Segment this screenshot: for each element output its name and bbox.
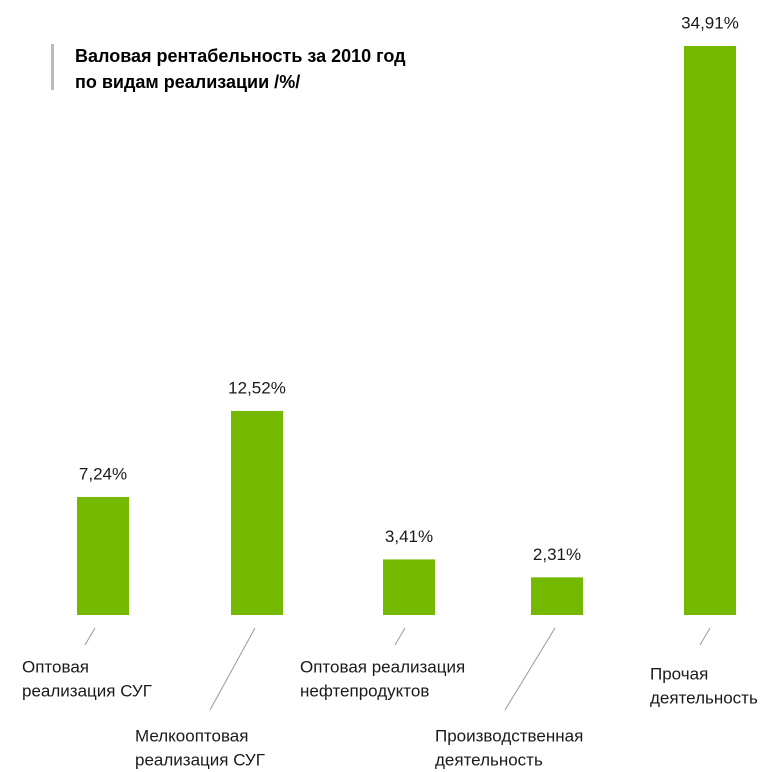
leader-line <box>699 627 711 646</box>
bar <box>231 410 283 615</box>
category-label: нефтепродуктов <box>300 681 429 700</box>
category-label: Производственная <box>435 726 583 745</box>
chart-title: по видам реализации /%/ <box>75 72 300 92</box>
category-label: деятельность <box>650 688 758 707</box>
bar <box>383 559 435 615</box>
bar <box>77 496 129 615</box>
category-label: реализация СУГ <box>22 681 152 700</box>
bar <box>531 577 583 615</box>
leader-line <box>394 627 406 646</box>
data-label: 12,52% <box>228 378 286 397</box>
category-label: Оптовая реализация <box>300 657 465 676</box>
data-label: 34,91% <box>681 13 739 32</box>
data-label: 2,31% <box>533 545 581 564</box>
title-accent <box>51 44 54 90</box>
category-label: Прочая <box>650 664 708 683</box>
category-label: реализация СУГ <box>135 750 265 769</box>
category-label: деятельность <box>435 750 543 769</box>
leader-line <box>504 627 556 711</box>
leader-line <box>209 627 256 711</box>
data-label: 3,41% <box>385 527 433 546</box>
leader-line <box>84 627 96 646</box>
category-label: Оптовая <box>22 657 89 676</box>
category-label: Мелкооптовая <box>135 726 248 745</box>
data-label: 7,24% <box>79 464 127 483</box>
bar <box>684 46 736 615</box>
chart-title: Валовая рентабельность за 2010 год <box>75 46 406 66</box>
